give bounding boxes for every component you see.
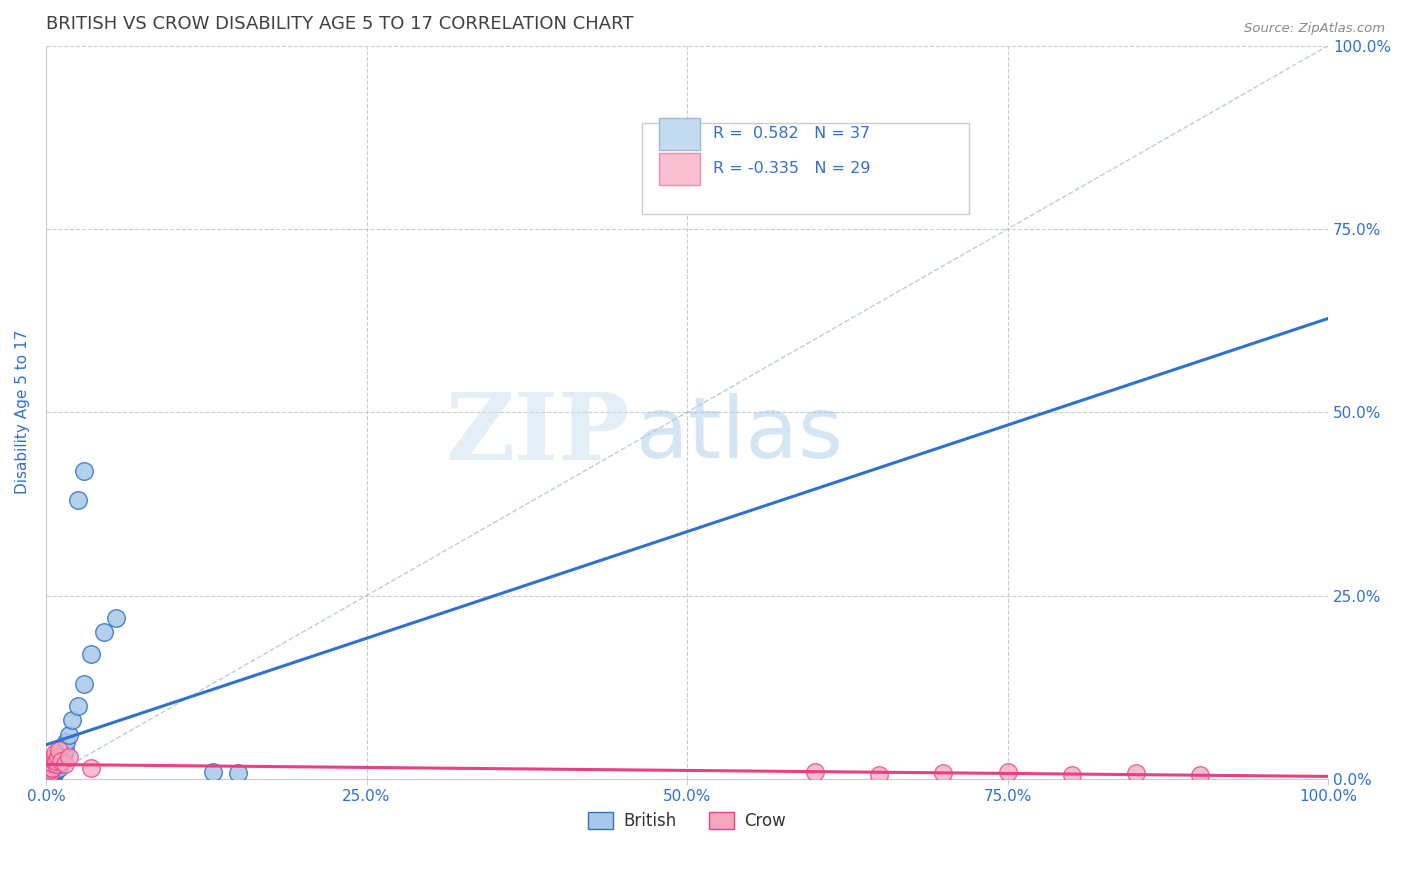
Point	[105, 610, 128, 624]
Point	[41, 766, 63, 780]
Point	[38, 768, 60, 782]
Point	[39, 767, 62, 781]
Point	[45, 761, 67, 775]
Point	[1188, 768, 1211, 782]
Point	[868, 768, 890, 782]
Point	[46, 758, 69, 772]
Point	[201, 764, 224, 779]
Text: R = -0.335   N = 29: R = -0.335 N = 29	[713, 161, 870, 177]
Point	[44, 746, 66, 760]
Point	[48, 742, 70, 756]
Point	[66, 493, 89, 508]
FancyBboxPatch shape	[659, 118, 700, 150]
Point	[41, 766, 63, 780]
Text: Source: ZipAtlas.com: Source: ZipAtlas.com	[1244, 22, 1385, 36]
Point	[53, 757, 76, 772]
Point	[52, 750, 75, 764]
Point	[45, 757, 67, 772]
Point	[58, 728, 80, 742]
Point	[1060, 768, 1083, 782]
Point	[1125, 766, 1147, 780]
Point	[38, 763, 60, 777]
Point	[80, 761, 103, 775]
Point	[226, 766, 249, 780]
Point	[52, 746, 75, 760]
Point	[38, 764, 60, 779]
Point	[73, 464, 96, 478]
Point	[37, 766, 59, 780]
Point	[997, 764, 1019, 779]
Point	[45, 754, 67, 768]
Point	[42, 754, 65, 768]
Point	[58, 750, 80, 764]
Point	[804, 764, 827, 779]
Point	[39, 757, 62, 772]
Point	[38, 767, 60, 781]
Point	[51, 754, 73, 768]
Point	[37, 768, 59, 782]
Point	[41, 756, 63, 770]
Point	[46, 750, 69, 764]
Text: ZIP: ZIP	[446, 389, 630, 479]
Point	[39, 761, 62, 775]
Point	[38, 768, 60, 782]
Point	[37, 770, 59, 784]
Point	[42, 766, 65, 780]
Point	[66, 698, 89, 713]
Point	[73, 676, 96, 690]
Point	[42, 766, 65, 780]
Point	[55, 735, 77, 749]
Point	[38, 769, 60, 783]
Point	[48, 757, 70, 772]
Point	[38, 766, 60, 780]
Point	[44, 764, 66, 779]
Point	[53, 742, 76, 756]
Point	[41, 761, 63, 775]
FancyBboxPatch shape	[643, 123, 969, 214]
Legend: British, Crow: British, Crow	[581, 805, 793, 837]
Point	[42, 750, 65, 764]
Point	[39, 768, 62, 782]
Point	[45, 763, 67, 777]
Point	[44, 763, 66, 777]
Point	[60, 713, 83, 727]
Point	[48, 761, 70, 775]
Point	[49, 756, 72, 770]
Text: R =  0.582   N = 37: R = 0.582 N = 37	[713, 126, 870, 141]
Point	[38, 768, 60, 782]
FancyBboxPatch shape	[659, 153, 700, 185]
Text: atlas: atlas	[636, 392, 844, 475]
Y-axis label: Disability Age 5 to 17: Disability Age 5 to 17	[15, 330, 30, 494]
Point	[80, 647, 103, 661]
Text: BRITISH VS CROW DISABILITY AGE 5 TO 17 CORRELATION CHART: BRITISH VS CROW DISABILITY AGE 5 TO 17 C…	[46, 15, 634, 33]
Point	[93, 625, 115, 640]
Point	[38, 758, 60, 772]
Point	[51, 754, 73, 768]
Point	[932, 766, 955, 780]
Point	[38, 769, 60, 783]
Point	[41, 768, 63, 782]
